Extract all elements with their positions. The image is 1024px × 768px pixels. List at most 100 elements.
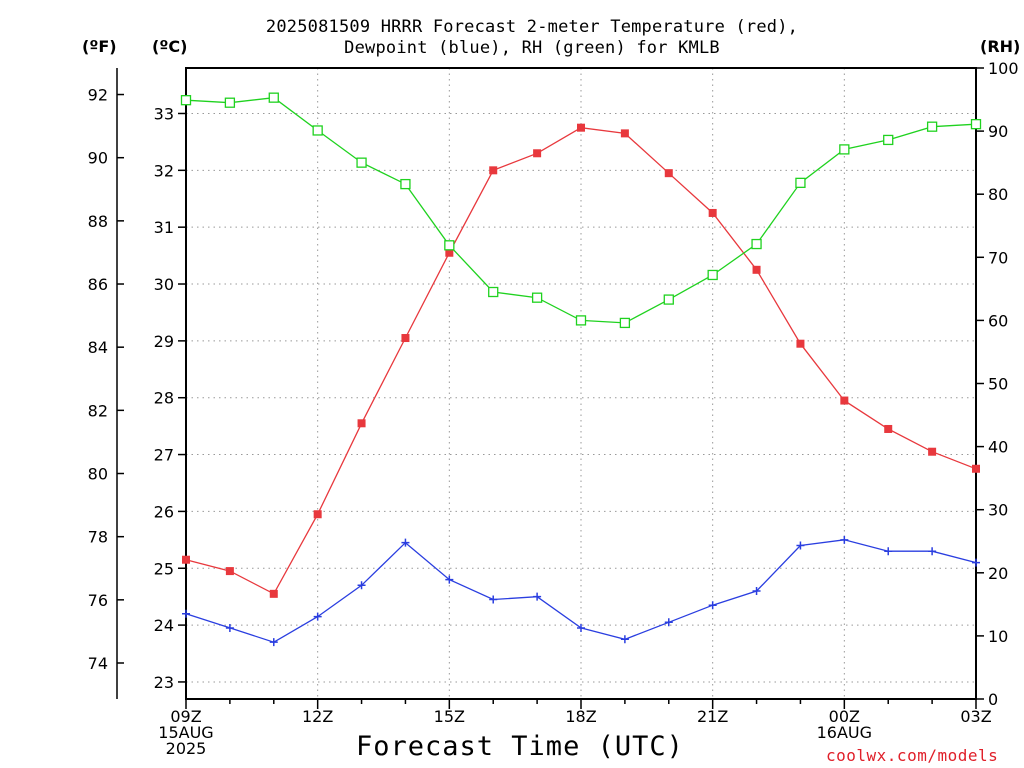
celsius-tick-label: 24 — [154, 616, 174, 635]
rh-tick-label: 70 — [988, 248, 1008, 267]
temperature-point — [928, 447, 937, 456]
celsius-tick-label: 31 — [154, 218, 174, 237]
temperature-point — [884, 424, 893, 433]
rh-tick-label: 100 — [988, 59, 1019, 78]
rh-unit-label: (RH) — [980, 37, 1021, 56]
x-tick-label: 12Z — [302, 707, 333, 726]
dewpoint-point — [752, 586, 761, 595]
rh-point — [795, 177, 806, 188]
fahrenheit-tick-label: 74 — [88, 654, 108, 673]
rh-point — [707, 269, 718, 281]
temperature-point — [752, 265, 761, 274]
rh-tick-label: 40 — [988, 438, 1008, 457]
dewpoint-point — [269, 638, 278, 647]
fahrenheit-tick-label: 84 — [88, 338, 108, 357]
rh-point — [180, 95, 192, 106]
dewpoint-point — [357, 581, 366, 590]
temperature-point — [225, 567, 234, 576]
dewpoint-point — [401, 538, 410, 547]
celsius-tick-label: 25 — [154, 559, 174, 578]
rh-point — [356, 157, 367, 168]
rh-point — [839, 144, 850, 155]
rh-tick-label: 20 — [988, 564, 1008, 583]
rh-tick-label: 0 — [988, 690, 998, 709]
rh-point — [883, 134, 894, 146]
rh-point — [444, 240, 455, 251]
celsius-tick-label: 26 — [154, 502, 174, 521]
celsius-tick-label: 32 — [154, 161, 174, 180]
dewpoint-point — [225, 623, 234, 632]
celsius-tick-label: 27 — [154, 446, 174, 465]
fahrenheit-tick-label: 88 — [88, 212, 108, 231]
rh-point — [663, 294, 674, 305]
fahrenheit-tick-label: 92 — [88, 86, 108, 105]
x-tick-label: 18Z — [565, 707, 596, 726]
dewpoint-point — [489, 595, 498, 604]
x-tick-label: 21Z — [697, 707, 728, 726]
dewpoint-point — [445, 575, 454, 584]
dewpoint-point — [708, 601, 717, 610]
chart-title-line2: Dewpoint (blue), RH (green) for KMLB — [344, 38, 720, 58]
fahrenheit-tick-label: 86 — [88, 275, 108, 294]
temperature-point — [664, 169, 673, 178]
temperature-point — [620, 129, 629, 138]
fahrenheit-tick-label: 90 — [88, 149, 108, 168]
fahrenheit-unit-label: (ºF) — [82, 37, 117, 56]
temperature-point — [401, 334, 410, 343]
temperature-point — [182, 555, 190, 564]
x-tick-label: 15Z — [434, 707, 465, 726]
dewpoint-point — [972, 558, 980, 567]
rh-point — [268, 92, 279, 103]
dewpoint-point — [577, 623, 585, 632]
dewpoint-point — [313, 612, 322, 621]
celsius-tick-label: 29 — [154, 332, 174, 351]
dewpoint-point — [796, 541, 805, 550]
x-tick-date-label: 15AUG — [158, 723, 213, 742]
chart-title-line1: 2025081509 HRRR Forecast 2-meter Tempera… — [265, 17, 799, 37]
celsius-tick-label: 30 — [154, 275, 174, 294]
rh-tick-label: 90 — [988, 122, 1008, 141]
rh-point — [488, 286, 499, 298]
fahrenheit-tick-label: 82 — [88, 401, 108, 420]
dewpoint-point — [840, 535, 849, 544]
rh-tick-label: 50 — [988, 375, 1008, 394]
temperature-point — [577, 123, 585, 132]
rh-point — [224, 97, 236, 108]
temperature-point — [533, 149, 542, 158]
dewpoint-point — [620, 635, 629, 644]
x-tick-label: 00Z — [829, 707, 860, 726]
rh-point — [531, 292, 543, 303]
temperature-point — [357, 419, 366, 428]
temperature-point — [840, 396, 849, 405]
dewpoint-point — [182, 609, 190, 618]
temperature-point — [972, 464, 980, 473]
fahrenheit-tick-label: 76 — [88, 591, 108, 610]
celsius-unit-label: (ºC) — [152, 37, 188, 56]
dewpoint-point — [884, 547, 893, 556]
temperature-point — [313, 510, 322, 519]
temperature-point — [489, 166, 498, 175]
celsius-tick-label: 33 — [154, 104, 174, 123]
rh-point — [312, 125, 323, 136]
celsius-tick-label: 28 — [154, 389, 174, 408]
rh-tick-label: 60 — [988, 311, 1008, 330]
temperature-point — [796, 339, 805, 348]
temperature-point — [445, 248, 454, 257]
x-tick-date-label: 16AUG — [817, 723, 872, 742]
rh-point — [970, 119, 982, 130]
x-tick-label: 09Z — [170, 707, 201, 726]
temperature-point — [269, 589, 278, 598]
credit-watermark: coolwx.com/models — [826, 746, 999, 765]
x-tick-label: 03Z — [960, 707, 991, 726]
rh-tick-label: 80 — [988, 185, 1008, 204]
rh-point — [400, 178, 411, 190]
dewpoint-point — [664, 618, 673, 627]
rh-point — [575, 315, 587, 326]
fahrenheit-tick-label: 78 — [88, 528, 108, 547]
rh-point — [619, 317, 631, 329]
rh-point — [926, 121, 938, 132]
x-tick-date-label: 2025 — [166, 739, 207, 758]
dewpoint-point — [533, 592, 542, 601]
